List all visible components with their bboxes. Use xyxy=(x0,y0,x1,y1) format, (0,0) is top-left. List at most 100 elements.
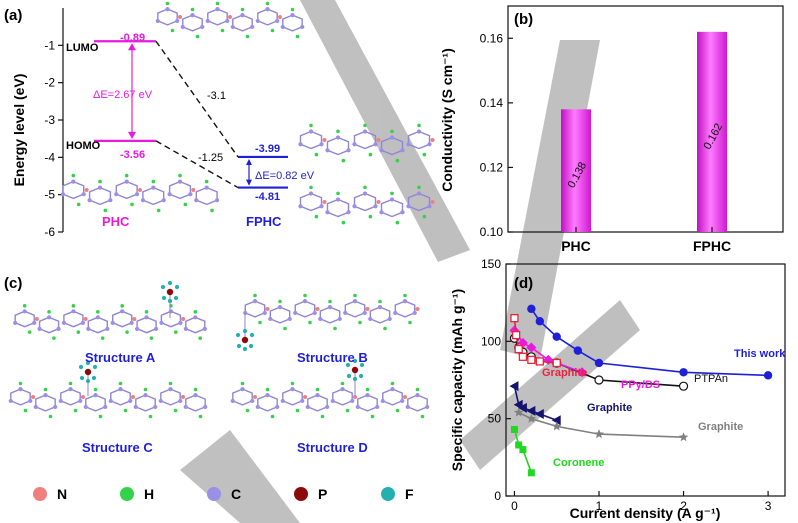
data-point xyxy=(509,381,519,392)
lumo-shift-value: -3.1 xyxy=(207,90,226,102)
phc-gap-label: ΔE=2.67 eV xyxy=(93,89,153,101)
x-tick-label-d: 1 xyxy=(596,499,603,513)
homo-shift-connector xyxy=(155,140,239,189)
plot-frame-d xyxy=(505,263,786,497)
data-point xyxy=(551,415,561,426)
lumo-label: LUMO xyxy=(66,42,99,54)
structure-a-label: Structure A xyxy=(85,350,156,365)
structure-b-image xyxy=(235,293,420,352)
data-point xyxy=(573,346,583,355)
series-3 xyxy=(510,313,561,368)
data-point xyxy=(513,407,524,417)
panel-label-c: (c) xyxy=(4,275,22,292)
legend-atom-label-f: F xyxy=(405,486,414,502)
energy-level-panel: (a) Energy level (eV) -1-2-3-4-5-6 LUMO … xyxy=(4,1,435,239)
data-point xyxy=(526,413,537,423)
y-tick-label-a: -3 xyxy=(44,113,55,127)
structure-d-image xyxy=(230,358,430,419)
structure-b-label: Structure B xyxy=(297,350,368,365)
series-6 xyxy=(510,425,535,477)
structure-a-image xyxy=(13,280,207,340)
data-point xyxy=(519,446,527,454)
y-ticks-b: 0.10 0.12 0.14 0.16 xyxy=(480,31,513,239)
phc-homo-value: -3.56 xyxy=(120,149,145,161)
y-tick-label-d: 0 xyxy=(494,489,501,503)
data-point xyxy=(510,425,518,433)
legend-atom-dot-c xyxy=(207,487,221,501)
y-axis-label-d: Specific capacity (mAh g⁻¹) xyxy=(449,289,465,471)
legend-this-work: This work xyxy=(734,348,786,360)
data-point xyxy=(527,304,536,314)
structure-d-label: Structure D xyxy=(297,440,368,455)
data-point xyxy=(594,375,604,385)
legend-atom-dot-p xyxy=(294,487,308,501)
x-tick-label-d: 3 xyxy=(765,499,772,513)
phc-lumo-orbital-image xyxy=(155,1,305,39)
series-5 xyxy=(513,407,689,442)
data-point xyxy=(535,317,545,326)
y-tick-label-a: -1 xyxy=(44,38,55,52)
y-tick-label-a: -6 xyxy=(44,225,55,239)
phc-homo-orbital-image xyxy=(60,173,220,213)
data-point xyxy=(515,441,523,449)
x-axis-label-d: Current density (A g⁻¹) xyxy=(570,505,721,521)
data-point xyxy=(510,313,519,323)
data-point xyxy=(763,371,773,380)
structure-c-label: Structure C xyxy=(82,440,153,455)
fphc-homo-value: -4.81 xyxy=(255,191,280,203)
data-point xyxy=(534,409,544,420)
structure-c-image xyxy=(8,360,208,419)
bar-fphc xyxy=(697,31,727,233)
y-ticks-a: -1 -2 -3 -4 -5 -6 xyxy=(44,38,63,239)
rate-capability-chart: (d) Specific capacity (mAh g⁻¹) Current … xyxy=(449,257,786,521)
data-point xyxy=(678,432,689,442)
data-point xyxy=(679,368,688,377)
data-point xyxy=(535,357,544,366)
plot-frame-b xyxy=(507,5,784,233)
x-tick-label-b: PHC xyxy=(561,238,591,254)
y-tick-label-a: -2 xyxy=(44,76,55,90)
phc-lumo-value: -0.89 xyxy=(120,32,145,44)
y-tick-label-b: 0.14 xyxy=(480,96,504,110)
y-axis-label-a: Energy level (eV) xyxy=(11,74,27,187)
fphc-homo-orbital-image xyxy=(298,185,435,225)
legend-atom-dot-f xyxy=(381,487,395,501)
series-0 xyxy=(527,304,773,380)
y-tick-label-d: 50 xyxy=(488,412,502,426)
bar-phc xyxy=(561,109,591,232)
fphc-gap-label: ΔE=0.82 eV xyxy=(255,170,315,182)
legend-graphite-gray: Graphite xyxy=(698,421,743,433)
homo-label: HOMO xyxy=(66,140,101,152)
legend-ppy-ds: PPy/DS xyxy=(621,379,660,391)
fphc-label: FPHC xyxy=(246,214,282,229)
y-axis-label-b: Conductivity (S cm⁻¹) xyxy=(439,48,455,192)
data-point xyxy=(526,405,536,416)
lumo-shift-connector xyxy=(155,40,239,158)
data-point xyxy=(552,421,562,431)
panel-label-a: (a) xyxy=(4,7,22,24)
y-tick-label-a: -4 xyxy=(44,150,55,164)
doping-structures-panel: (c) Structure A Structure B Structure C … xyxy=(4,275,430,502)
legend-atom-label-h: H xyxy=(144,486,154,502)
y-tick-label-d: 150 xyxy=(481,257,501,271)
legend-graphite-red: Graphite xyxy=(542,367,587,379)
data-point xyxy=(526,342,537,353)
data-point xyxy=(552,358,561,368)
legend-graphite-navy: Graphite xyxy=(587,402,632,414)
x-tick-label-d: 2 xyxy=(680,499,687,513)
legend-atom-label-c: C xyxy=(231,486,241,502)
y-tick-label-b: 0.16 xyxy=(480,31,504,45)
fphc-lumo-value: -3.99 xyxy=(255,143,280,155)
data-point xyxy=(511,330,521,340)
watermark xyxy=(180,0,640,523)
y-tick-label-a: -5 xyxy=(44,188,55,202)
legend-atom-dot-h xyxy=(120,487,134,501)
data-point xyxy=(527,469,535,477)
homo-shift-value: -1.25 xyxy=(198,152,223,164)
y-tick-label-d: 100 xyxy=(481,334,501,348)
series-4 xyxy=(509,381,561,426)
fphc-lumo-orbital-image xyxy=(298,123,435,163)
